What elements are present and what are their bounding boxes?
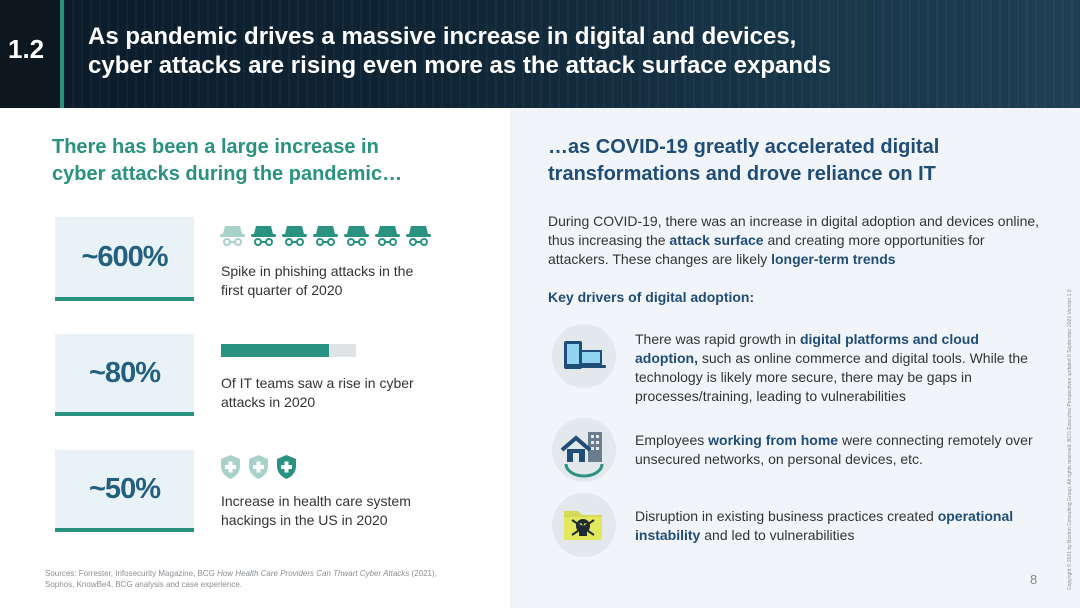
driver-2-highlight: working from home	[708, 432, 839, 448]
stat-desc-phishing-line-2: first quarter of 2020	[221, 282, 343, 298]
section-number: 1.2	[8, 34, 45, 64]
driver-1-highlight: digital platforms and cloud adoption,	[635, 331, 979, 366]
intro-text-b: and creating more opportunities for atta…	[548, 232, 985, 267]
header-banner	[0, 0, 1080, 108]
stat-desc-health-care: Increase in health care system hackings …	[221, 492, 461, 530]
page-title: As pandemic drives a massive increase in…	[88, 22, 1048, 80]
driver-icon-circle-home	[552, 418, 616, 482]
left-heading: There has been a large increase in cyber…	[52, 134, 482, 188]
stat-desc-health-care-line-2: hackings in the US in 2020	[221, 512, 388, 528]
driver-1-text-pre: There was rapid growth in	[635, 331, 800, 347]
spy-icon	[313, 226, 338, 246]
page-title-line-1: As pandemic drives a massive increase in…	[88, 23, 797, 50]
left-heading-line-1: There has been a large increase in	[52, 136, 379, 158]
driver-3-text-pre: Disruption in existing business practice…	[635, 508, 938, 524]
devices-icon	[564, 341, 606, 369]
left-heading-line-2: cyber attacks during the pandemic…	[52, 163, 403, 185]
intro-paragraph: During COVID-19, there was an increase i…	[548, 212, 1048, 269]
intro-text-a: During COVID-19, there was an increase i…	[548, 213, 1040, 248]
stat-box-health-care: ~50%	[55, 450, 194, 532]
sources-publication-title: How Health Care Providers Can Thwart Cyb…	[217, 569, 410, 578]
spy-icon	[220, 226, 245, 246]
drivers-heading: Key drivers of digital adoption:	[548, 289, 755, 305]
spy-icon	[406, 226, 431, 246]
progress-bar-fill	[221, 344, 329, 357]
driver-3-highlight: operational instability	[635, 508, 1014, 543]
driver-icon-circle-devices	[552, 324, 616, 388]
intro-highlight-longer-term: longer-term trends	[771, 251, 896, 267]
sources-line-1: Sources: Forrester, Infosecurity Magazin…	[45, 568, 485, 579]
sources-line-2: Sophos, KnowBe4, BCG analysis and case e…	[45, 580, 243, 589]
sources-note: Sources: Forrester, Infosecurity Magazin…	[45, 568, 485, 590]
stat-value-health-care: ~50%	[89, 472, 161, 505]
driver-icon-circle-folder	[552, 493, 616, 557]
spy-icon-row	[219, 224, 432, 248]
stat-desc-phishing-line-1: Spike in phishing attacks in the	[221, 263, 414, 279]
stat-box-it-teams: ~80%	[55, 334, 194, 416]
driver-2-text-pre: Employees	[635, 432, 709, 448]
stat-desc-it-teams: Of IT teams saw a rise in cyber attacks …	[221, 374, 461, 412]
hacked-folder-icon	[564, 511, 602, 540]
stat-value-phishing: ~600%	[81, 240, 168, 273]
spy-icon	[251, 226, 276, 246]
progress-bar-track	[221, 344, 356, 357]
stat-box-phishing: ~600%	[55, 217, 194, 301]
driver-2-text-post: were connecting remotely over unsecured …	[635, 432, 1033, 467]
driver-text-operational-instability: Disruption in existing business practice…	[635, 507, 1035, 545]
driver-3-text-post: and led to vulnerabilities	[700, 527, 855, 543]
sources-text-a: Sources: Forrester, Infosecurity Magazin…	[45, 569, 218, 578]
shield-icon-row	[219, 454, 298, 480]
right-heading-line-2: transformations and drove reliance on IT	[548, 163, 936, 185]
stat-desc-phishing: Spike in phishing attacks in the first q…	[221, 262, 461, 300]
right-heading-line-1: …as COVID-19 greatly accelerated digital	[548, 136, 940, 158]
home-office-icon	[560, 432, 604, 478]
stat-value-it-teams: ~80%	[89, 356, 161, 389]
right-heading: …as COVID-19 greatly accelerated digital…	[548, 134, 1028, 188]
driver-text-working-from-home: Employees working from home were connect…	[635, 431, 1035, 469]
medical-shield-icon	[277, 455, 296, 479]
section-badge: 1.2	[0, 0, 64, 108]
driver-text-digital-platforms: There was rapid growth in digital platfo…	[635, 330, 1035, 406]
page-number: 8	[1030, 572, 1038, 587]
sources-text-b: (2021),	[409, 569, 437, 578]
medical-shield-icon	[221, 455, 240, 479]
page-title-line-2: cyber attacks are rising even more as th…	[88, 52, 832, 79]
stat-desc-health-care-line-1: Increase in health care system	[221, 493, 411, 509]
spy-icon	[344, 226, 369, 246]
stat-desc-it-teams-line-2: attacks in 2020	[221, 394, 316, 410]
spy-icon	[282, 226, 307, 246]
driver-1-text-post: such as online commerce and digital tool…	[635, 350, 1028, 404]
stat-desc-it-teams-line-1: Of IT teams saw a rise in cyber	[221, 375, 414, 391]
intro-highlight-attack-surface: attack surface	[669, 232, 764, 248]
copyright-notice: Copyright © 2021 by Boston Consulting Gr…	[1067, 289, 1073, 590]
medical-shield-icon	[249, 455, 268, 479]
spy-icon	[375, 226, 400, 246]
